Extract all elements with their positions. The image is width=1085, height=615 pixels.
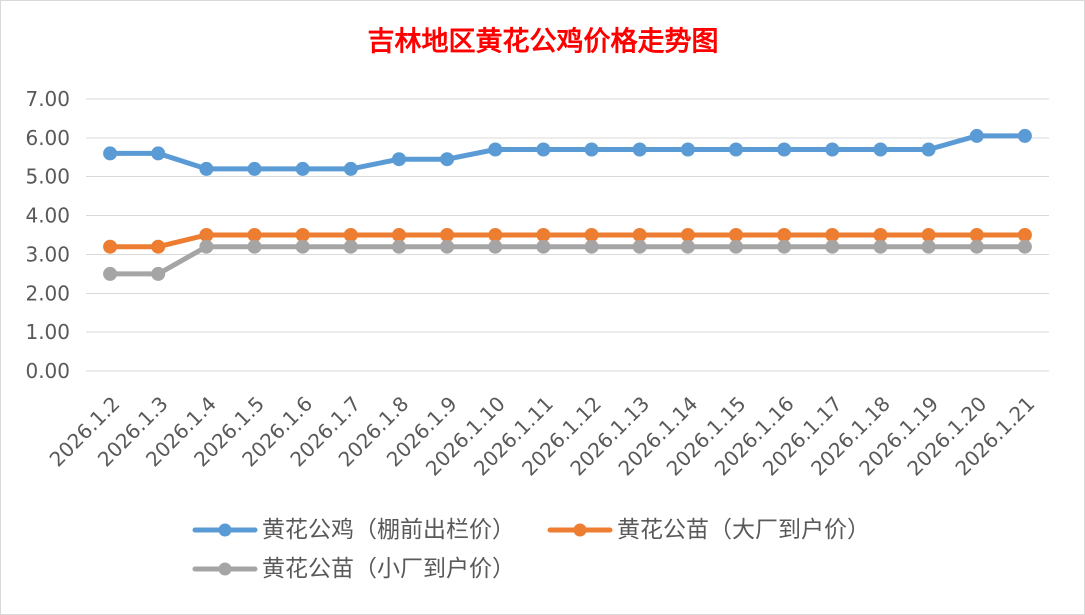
series-1-point-19 [1017,228,1032,242]
series-0-point-14 [777,142,792,157]
series-2-point-5 [343,239,358,254]
series-1-point-7 [440,228,455,242]
series-1-point-1 [151,239,166,254]
series-0-point-8 [488,142,503,157]
series-2-point-0 [103,266,118,281]
plot-series [103,128,1032,281]
series-1-point-2 [199,228,214,242]
series-1-point-13 [729,228,743,242]
legend-swatch-marker-0 [218,523,232,537]
series-2-point-14 [777,239,792,254]
series-0-point-11 [632,142,647,157]
y-tick-label-5: 5.00 [25,165,70,189]
series-0-point-9 [536,142,551,157]
series-2-point-2 [199,239,214,254]
series-0-line [107,133,1028,172]
series-2-point-10 [584,239,599,254]
series-0-point-17 [921,142,936,157]
y-axis-labels: 0.00 1.00 2.00 3.00 4.00 5.00 6.00 7.00 [25,87,70,383]
series-2-point-15 [825,239,840,254]
series-0-point-4 [295,161,310,176]
series-1-point-10 [584,228,599,242]
series-0-point-6 [392,152,406,167]
legend-item-0: 黄花公鸡（棚前出栏价） [192,517,515,543]
series-1-point-3 [247,228,262,242]
series-1-point-16 [873,228,888,242]
series-2-point-8 [488,239,503,254]
legend-label-0: 黄花公鸡（棚前出栏价） [262,517,515,543]
series-1-point-9 [536,228,551,242]
series-0-point-7 [440,152,455,167]
series-0-point-10 [584,142,599,157]
y-tick-label-3: 3.00 [25,242,70,266]
series-1-line [107,232,1028,250]
series-1-point-15 [825,228,840,242]
y-tick-label-7: 7.00 [25,87,70,111]
series-1-point-11 [632,228,647,242]
y-tick-label-0: 0.00 [25,359,70,383]
series-2-point-13 [729,239,743,254]
series-1-point-17 [921,228,936,242]
series-2-point-3 [247,239,262,254]
series-1-point-8 [488,228,503,242]
series-2-line [107,244,1028,277]
y-tick-label-1: 1.00 [25,320,70,344]
y-tick-label-2: 2.00 [25,281,70,305]
series-2-point-9 [536,239,551,254]
series-2-point-11 [632,239,647,254]
chart-title: 吉林地区黄花公鸡价格走势图 [368,27,719,58]
series-2-point-7 [440,239,455,254]
series-0-point-3 [247,161,262,176]
legend-swatch-marker-2 [218,562,232,576]
series-2-point-6 [392,239,406,254]
series-0-point-18 [969,128,984,143]
series-1-point-12 [680,228,695,242]
series-2-point-16 [873,239,888,254]
series-0-point-12 [680,142,695,157]
legend-item-1: 黄花公苗（大厂到户价） [547,517,870,543]
series-2-point-17 [921,239,936,254]
legend-item-2: 黄花公苗（小厂到户价） [192,556,515,582]
series-2-point-12 [680,239,695,254]
series-1-point-4 [295,228,310,242]
series-2-point-18 [969,239,984,254]
series-0-point-19 [1017,128,1032,143]
series-0-point-2 [199,161,214,176]
gridlines [86,98,1049,372]
series-0-point-0 [103,146,118,161]
legend-swatch-marker-1 [573,523,587,537]
series-1-point-18 [969,228,984,242]
series-2-point-4 [295,239,310,254]
legend: 黄花公鸡（棚前出栏价） 黄花公苗（大厂到户价） 黄花公苗（小厂到户价） [192,517,870,582]
legend-label-2: 黄花公苗（小厂到户价） [262,556,515,582]
series-0-point-13 [729,142,743,157]
series-2-point-19 [1017,239,1032,254]
series-1-point-6 [392,228,406,242]
legend-label-1: 黄花公苗（大厂到户价） [617,517,870,543]
y-tick-label-6: 6.00 [25,126,70,150]
series-0-point-15 [825,142,840,157]
series-0-point-1 [151,146,166,161]
series-1-point-5 [343,228,358,242]
series-0-point-5 [343,161,358,176]
series-2-point-1 [151,266,166,281]
series-0-point-16 [873,142,888,157]
y-tick-label-4: 4.00 [25,204,70,228]
series-1-point-14 [777,228,792,242]
series-1-point-0 [103,239,118,254]
